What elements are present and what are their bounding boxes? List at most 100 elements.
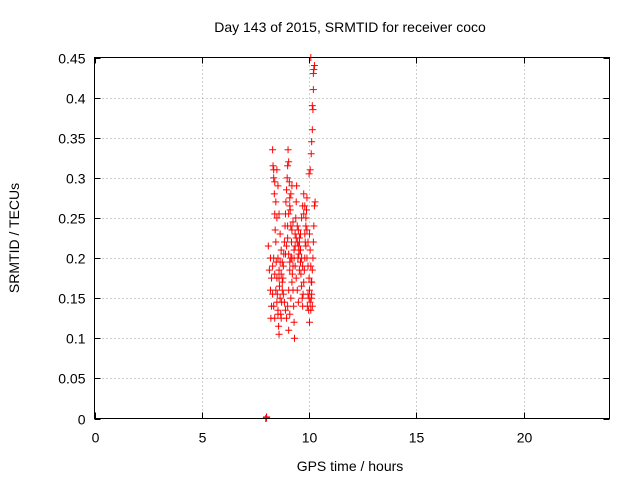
data-point <box>271 226 279 234</box>
data-point <box>303 194 311 202</box>
data-point <box>286 194 294 202</box>
chart-title: Day 143 of 2015, SRMTID for receiver coc… <box>214 19 486 35</box>
data-point <box>285 326 293 334</box>
data-point <box>264 242 272 250</box>
data-point <box>275 330 283 338</box>
data-point <box>275 210 283 218</box>
data-point <box>270 174 278 182</box>
data-point <box>276 258 284 266</box>
data-point <box>298 294 306 302</box>
data-point <box>305 274 313 282</box>
data-point <box>279 262 287 270</box>
data-point <box>297 246 304 254</box>
data-point <box>306 246 314 254</box>
data-point <box>276 230 284 238</box>
data-point <box>308 102 316 110</box>
data-point <box>303 226 311 234</box>
data-point <box>278 278 286 286</box>
data-point <box>302 214 310 222</box>
data-point <box>310 202 318 210</box>
y-tick-label: 0.1 <box>66 331 86 347</box>
data-point <box>269 162 277 170</box>
data-point <box>286 310 294 318</box>
data-point <box>310 62 318 70</box>
data-point <box>290 334 298 342</box>
data-point <box>298 254 306 262</box>
data-point <box>288 226 296 234</box>
data-point <box>284 146 292 154</box>
data-point <box>273 298 281 306</box>
data-point <box>305 170 313 178</box>
data-point <box>284 302 292 310</box>
data-point <box>269 262 277 270</box>
data-point <box>280 238 288 246</box>
data-point <box>272 238 280 246</box>
x-tick-label: 10 <box>302 430 318 446</box>
data-point <box>307 278 315 286</box>
data-point <box>278 286 286 294</box>
data-point <box>303 206 311 214</box>
plot-frame <box>94 57 610 419</box>
data-point <box>271 270 279 278</box>
data-point <box>306 230 314 238</box>
data-point <box>274 310 282 318</box>
data-point <box>289 218 297 226</box>
data-point <box>275 322 283 330</box>
data-point <box>292 234 300 242</box>
x-axis-label: GPS time / hours <box>297 458 404 474</box>
x-tick-label: 15 <box>409 430 425 446</box>
data-point <box>285 286 293 294</box>
data-point <box>275 282 283 290</box>
data-point <box>285 158 293 166</box>
data-point <box>290 246 298 254</box>
data-point <box>305 306 313 314</box>
data-point <box>285 250 293 258</box>
data-point <box>288 182 296 190</box>
data-point <box>283 242 291 250</box>
data-point <box>284 162 292 170</box>
data-point <box>304 238 312 246</box>
data-point <box>268 274 276 282</box>
data-point <box>288 278 296 286</box>
data-point <box>286 266 294 274</box>
x-tick-label: 20 <box>517 430 533 446</box>
data-point <box>307 262 315 270</box>
data-point <box>305 294 313 302</box>
data-point <box>273 166 281 174</box>
tick-labels: 0 0.05 0.1 0.15 0.2 0.25 0.3 0.35 0.4 0.45 0 5 10 15 2… <box>58 51 532 446</box>
data-points <box>262 54 319 422</box>
y-tick-label: 0.05 <box>58 371 85 387</box>
data-point <box>275 274 283 282</box>
y-axis-label: SRMTID / TECUs <box>6 183 22 293</box>
y-tick-label: 0 <box>78 412 86 428</box>
data-point <box>265 266 273 274</box>
data-point <box>307 150 315 158</box>
y-tick-label: 0.15 <box>58 291 85 307</box>
data-point <box>300 278 308 286</box>
data-point <box>295 238 303 246</box>
data-point <box>308 126 316 134</box>
data-point <box>308 266 316 274</box>
data-point <box>302 242 310 250</box>
axis-ticks <box>94 57 610 420</box>
data-point <box>297 258 304 266</box>
data-point <box>273 214 281 222</box>
y-tick-label: 0.3 <box>66 171 86 187</box>
data-point <box>284 234 292 242</box>
data-point <box>309 254 317 262</box>
data-point <box>269 146 277 154</box>
y-tick-label: 0.2 <box>66 251 86 267</box>
data-point <box>270 302 278 310</box>
y-tick-label: 0.35 <box>58 131 85 147</box>
data-point <box>297 270 305 278</box>
data-point <box>272 286 280 294</box>
data-point <box>290 302 298 310</box>
data-point <box>310 222 318 230</box>
data-point <box>276 294 284 302</box>
data-point <box>287 190 295 198</box>
data-point <box>271 178 279 186</box>
data-point <box>292 274 300 282</box>
data-point <box>295 250 303 258</box>
data-point <box>306 318 314 326</box>
